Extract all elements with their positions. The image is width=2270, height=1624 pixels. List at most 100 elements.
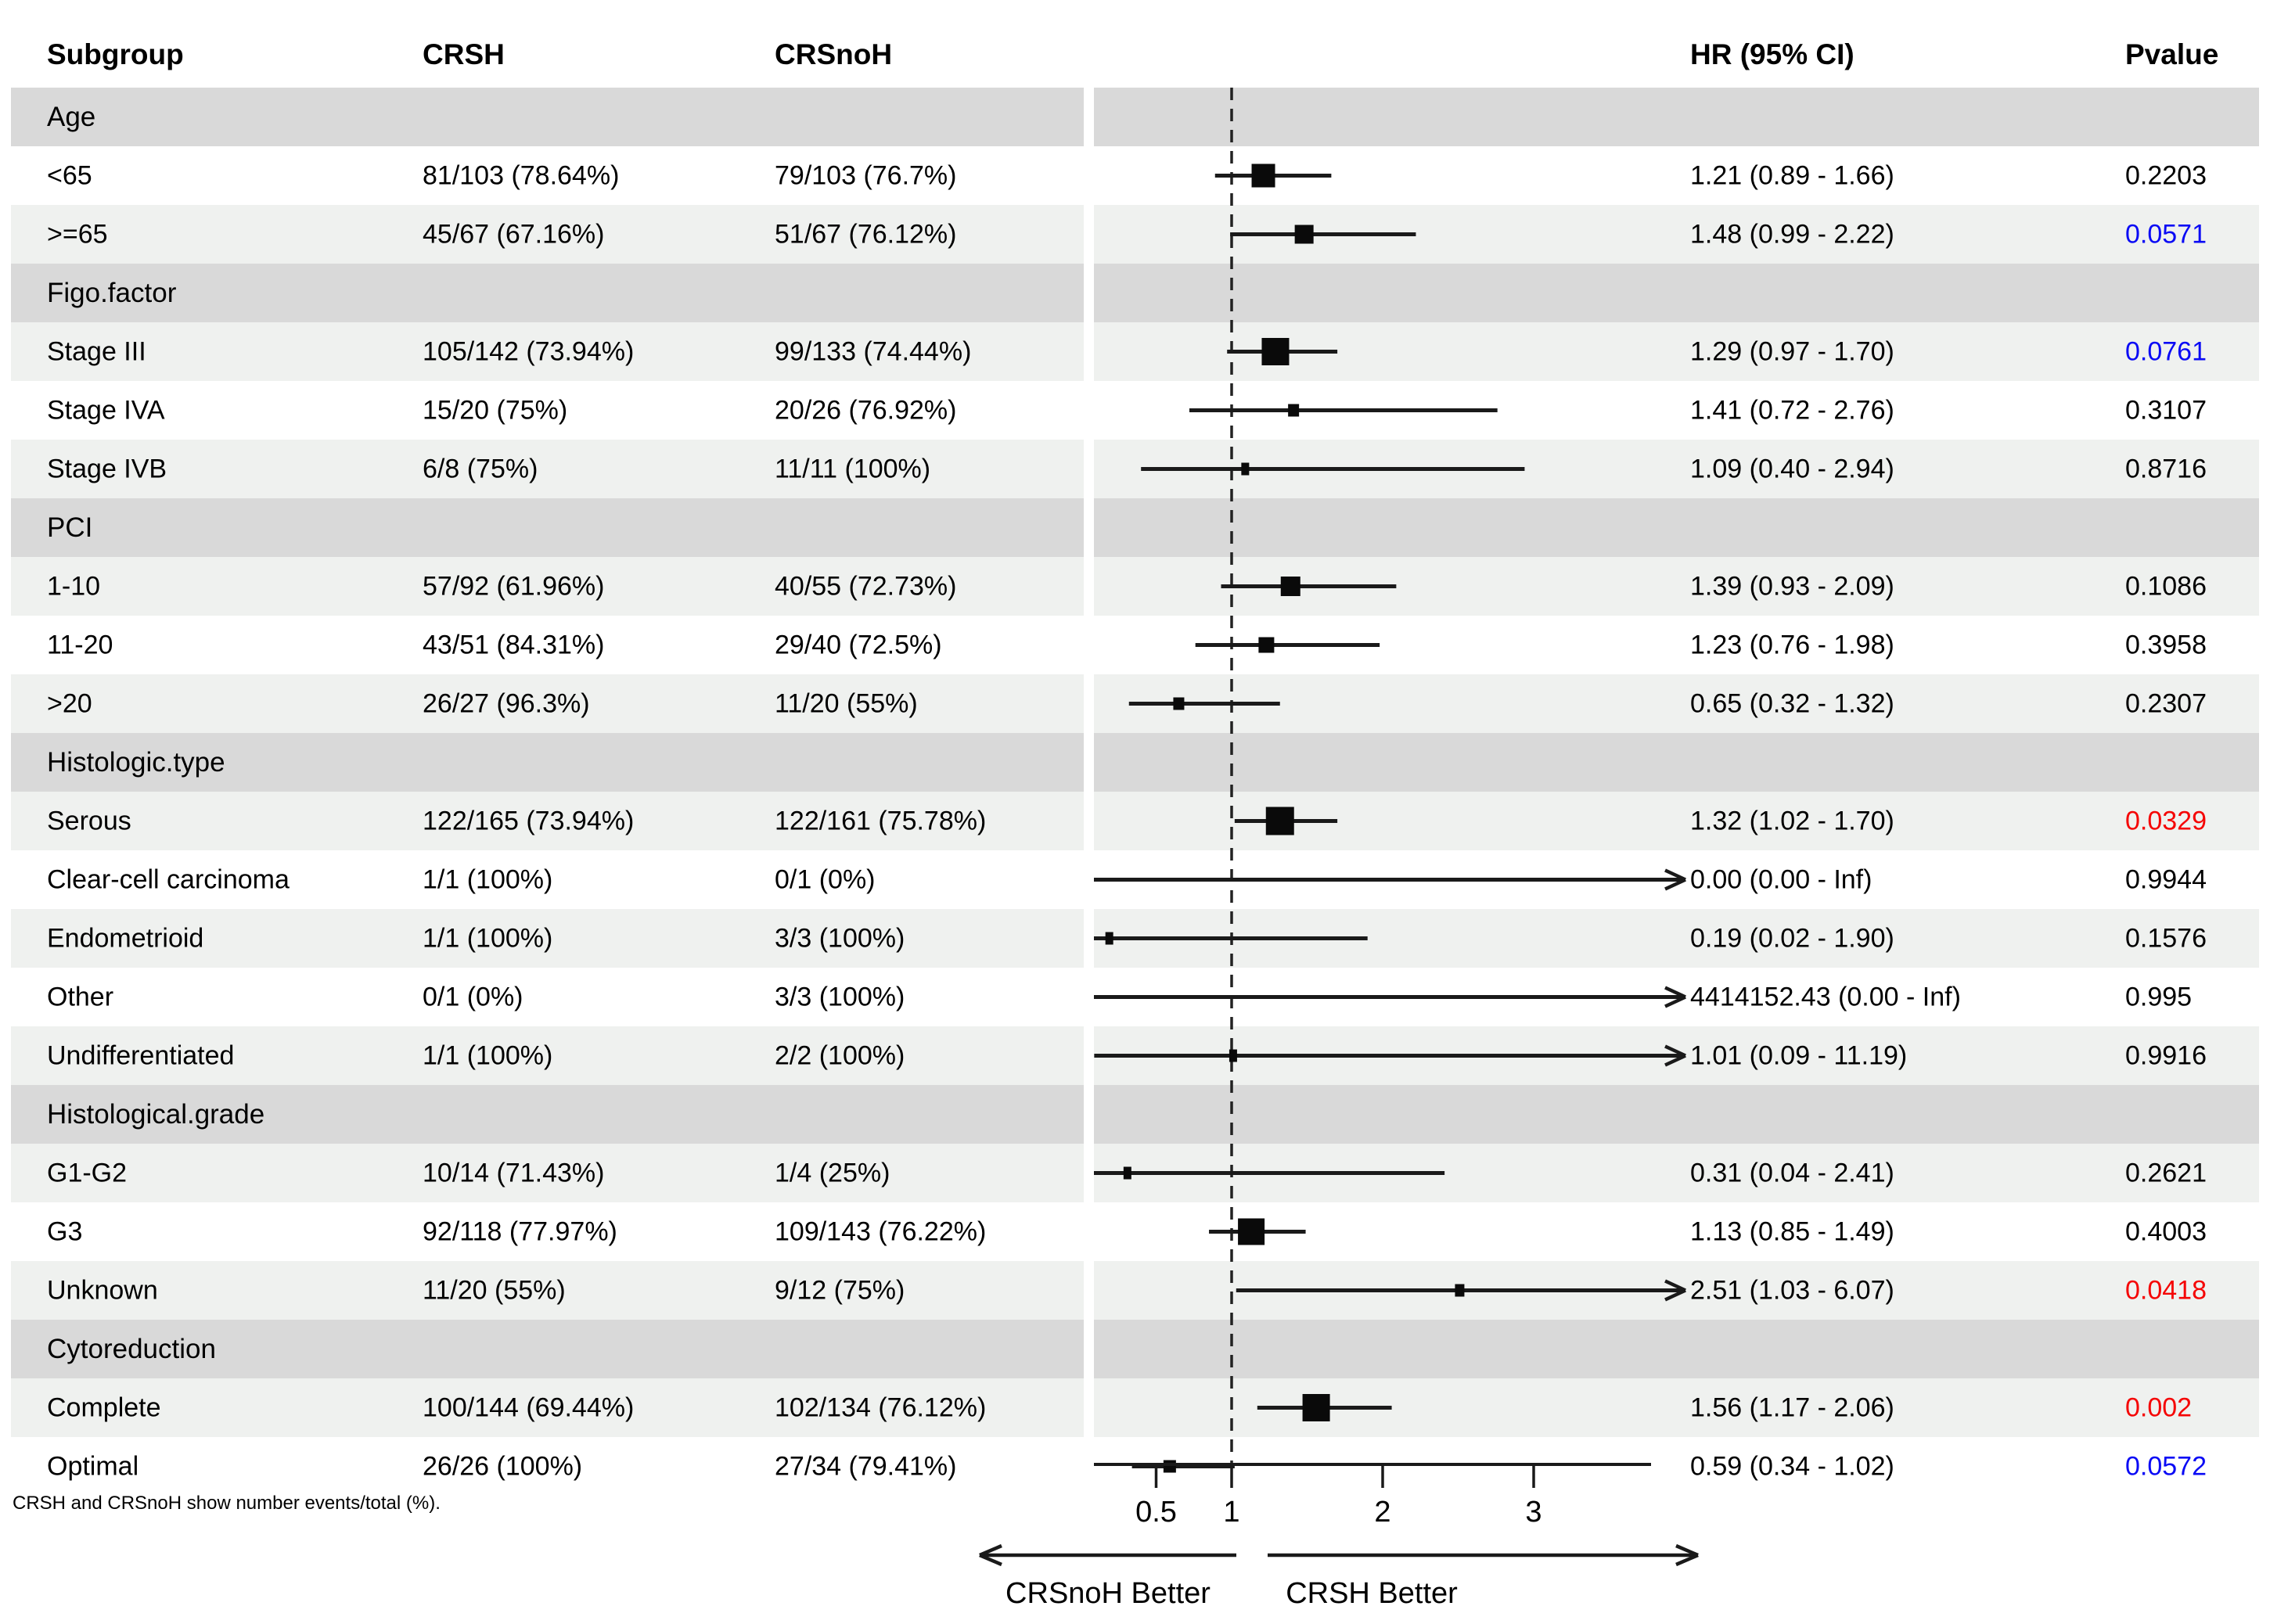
hr-ci-value: 1.39 (0.93 - 2.09): [1690, 571, 1894, 601]
subgroup-label: Serous: [47, 806, 131, 835]
hr-marker: [1173, 697, 1185, 710]
hr-ci-value: 1.56 (1.17 - 2.06): [1690, 1392, 1894, 1422]
ci-clip-arrow-icon: [1664, 986, 1686, 1008]
hr-ci-value: 1.32 (1.02 - 1.70): [1690, 806, 1894, 835]
crsh-value: 11/20 (55%): [423, 1275, 566, 1305]
hr-ci-value: 0.59 (0.34 - 1.02): [1690, 1451, 1894, 1481]
crsh-value: 92/118 (77.97%): [423, 1216, 617, 1246]
crsh-value: 45/67 (67.16%): [423, 219, 605, 249]
hr-ci-value: 1.48 (0.99 - 2.22): [1690, 219, 1894, 249]
crsh-value: 15/20 (75%): [423, 395, 568, 425]
hr-ci-value: 0.31 (0.04 - 2.41): [1690, 1158, 1894, 1187]
subgroup-label: Clear-cell carcinoma: [47, 864, 290, 894]
subgroup-label: Endometrioid: [47, 923, 204, 953]
pvalue: 0.1086: [2125, 571, 2207, 601]
crsh-value: 26/26 (100%): [423, 1451, 583, 1481]
hr-ci-value: 0.19 (0.02 - 1.90): [1690, 923, 1894, 953]
row-band-left: [11, 792, 1084, 850]
hr-marker: [1288, 404, 1300, 417]
row-band-left: [11, 1026, 1084, 1085]
column-header-hr-ci: HR (95% CI): [1690, 38, 1854, 70]
section-band-right: [1094, 733, 2259, 792]
hr-ci-value: 0.00 (0.00 - Inf): [1690, 864, 1872, 894]
pvalue: 0.3958: [2125, 630, 2207, 659]
pvalue: 0.3107: [2125, 395, 2207, 425]
x-axis-tick-label: 3: [1525, 1496, 1542, 1529]
hr-marker: [1238, 1218, 1265, 1245]
crsnoh-value: 109/143 (76.22%): [775, 1216, 987, 1246]
crsnoh-value: 11/11 (100%): [775, 454, 931, 483]
crsnoh-value: 3/3 (100%): [775, 982, 905, 1011]
hr-ci-value: 0.65 (0.32 - 1.32): [1690, 688, 1894, 718]
crsh-value: 1/1 (100%): [423, 864, 553, 894]
crsnoh-value: 27/34 (79.41%): [775, 1451, 957, 1481]
ci-clip-arrow-icon: [1664, 1279, 1686, 1302]
crsh-value: 81/103 (78.64%): [423, 160, 620, 190]
crsh-value: 1/1 (100%): [423, 923, 553, 953]
crsnoh-value: 122/161 (75.78%): [775, 806, 987, 835]
column-header-pvalue: Pvalue: [2125, 38, 2219, 70]
hr-ci-value: 1.01 (0.09 - 11.19): [1690, 1040, 1908, 1070]
pvalue: 0.0572: [2125, 1451, 2207, 1481]
x-axis-tick-label: 0.5: [1135, 1496, 1177, 1529]
row-band-left: [11, 1144, 1084, 1202]
hr-marker: [1280, 577, 1300, 596]
hr-marker: [1258, 637, 1275, 653]
section-band-left: [11, 733, 1084, 792]
subgroup-label: 1-10: [47, 571, 101, 601]
hr-marker: [1265, 807, 1294, 835]
pvalue: 0.0418: [2125, 1275, 2207, 1305]
crsnoh-value: 40/55 (72.73%): [775, 571, 957, 601]
row-band-right: [1094, 674, 2259, 733]
crsh-value: 100/144 (69.44%): [423, 1392, 635, 1422]
subgroup-label: Stage IVB: [47, 454, 167, 483]
section-band-left: [11, 1320, 1084, 1378]
row-band-left: [11, 909, 1084, 968]
section-label: Figo.factor: [47, 277, 177, 308]
subgroup-label: G1-G2: [47, 1158, 128, 1187]
crsnoh-value: 0/1 (0%): [775, 864, 876, 894]
pvalue: 0.9944: [2125, 864, 2207, 894]
hr-ci-value: 4414152.43 (0.00 - Inf): [1690, 982, 1961, 1011]
pvalue: 0.2203: [2125, 160, 2207, 190]
subgroup-label: 11-20: [47, 630, 113, 659]
crsnoh-value: 20/26 (76.92%): [775, 395, 957, 425]
crsh-value: 43/51 (84.31%): [423, 630, 605, 659]
pvalue: 0.9916: [2125, 1040, 2207, 1070]
subgroup-label: Stage III: [47, 336, 146, 366]
subgroup-label: Optimal: [47, 1451, 139, 1481]
column-header-crsh: CRSH: [423, 38, 505, 70]
crsnoh-value: 51/67 (76.12%): [775, 219, 957, 249]
pvalue: 0.2307: [2125, 688, 2207, 718]
hr-ci-value: 1.29 (0.97 - 1.70): [1690, 336, 1894, 366]
subgroup-label: Other: [47, 982, 114, 1011]
row-band-left: [11, 440, 1084, 498]
column-header-subgroup: Subgroup: [47, 38, 184, 70]
hr-ci-value: 1.23 (0.76 - 1.98): [1690, 630, 1894, 659]
crsh-value: 6/8 (75%): [423, 454, 538, 483]
right-direction-label: CRSH Better: [1286, 1577, 1458, 1610]
subgroup-label: Undifferentiated: [47, 1040, 235, 1070]
footnote: CRSH and CRSnoH show number events/total…: [13, 1493, 441, 1514]
section-band-left: [11, 264, 1084, 322]
crsnoh-value: 102/134 (76.12%): [775, 1392, 987, 1422]
hr-marker: [1251, 163, 1275, 188]
left-arrowhead-icon: [979, 1543, 1002, 1567]
section-label: PCI: [47, 512, 93, 543]
section-band-right: [1094, 88, 2259, 146]
hr-marker: [1455, 1284, 1465, 1297]
subgroup-label: Stage IVA: [47, 395, 165, 425]
crsnoh-value: 9/12 (75%): [775, 1275, 905, 1305]
crsh-value: 26/27 (96.3%): [423, 688, 590, 718]
right-arrowhead-icon: [1675, 1543, 1699, 1567]
crsnoh-value: 11/20 (55%): [775, 688, 918, 718]
pvalue: 0.995: [2125, 982, 2193, 1011]
crsnoh-value: 1/4 (25%): [775, 1158, 890, 1187]
hr-marker: [1302, 1394, 1330, 1421]
subgroup-label: >=65: [47, 219, 108, 249]
section-label: Age: [47, 101, 96, 132]
crsh-value: 57/92 (61.96%): [423, 571, 605, 601]
section-band-right: [1094, 264, 2259, 322]
